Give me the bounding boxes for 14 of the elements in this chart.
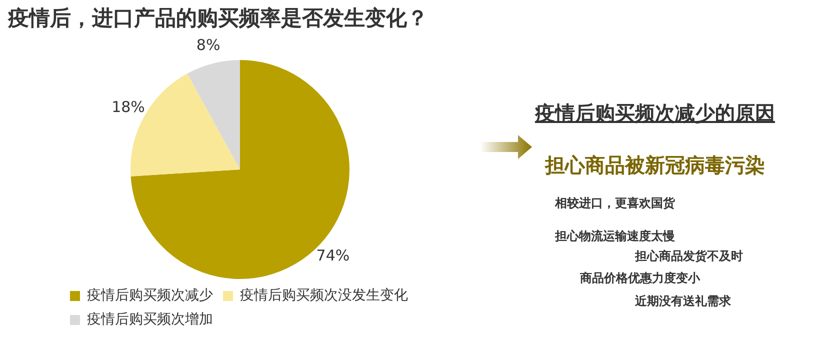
text: 近期没有送礼需求 — [635, 293, 731, 310]
text: 商品价格优惠力度变小 — [580, 270, 700, 287]
data-label: 8% — [196, 36, 220, 54]
legend-label: 疫情后购买频次没发生变化 — [240, 288, 408, 304]
legend-label: 疫情后购买频次减少 — [87, 288, 213, 304]
text: 相较进口，更喜欢国货 — [555, 195, 675, 212]
text: 担心商品被新冠病毒污染 — [545, 152, 765, 179]
text: 担心物流运输速度太慢 — [555, 228, 675, 245]
legend-label: 疫情后购买频次增加 — [87, 312, 213, 328]
text: 担心商品发货不及时 — [635, 248, 743, 265]
chart-title: 疫情后，进口产品的购买频率是否发生变化？ — [8, 5, 428, 32]
data-label: 18% — [112, 98, 145, 116]
data-label: 74% — [316, 246, 350, 265]
text: 疫情后购买频次减少的原因 — [535, 100, 775, 127]
